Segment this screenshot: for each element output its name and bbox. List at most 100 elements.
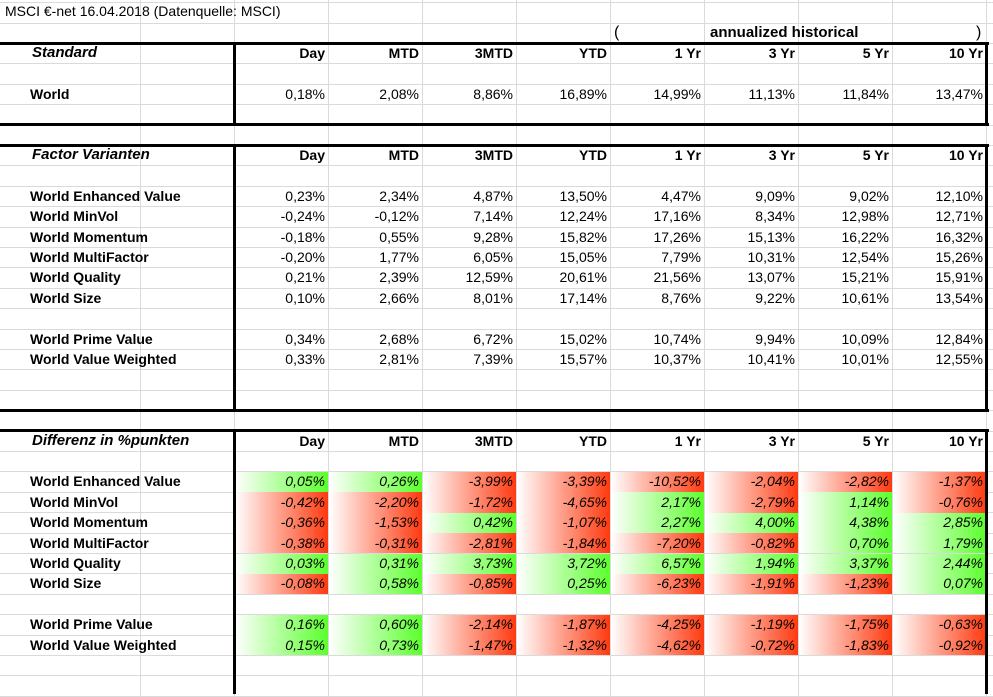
grid-cell[interactable] (140, 573, 235, 595)
grid-cell[interactable] (0, 491, 141, 514)
grid-cell[interactable] (328, 593, 423, 616)
grid-cell[interactable] (422, 349, 517, 371)
grid-cell[interactable] (610, 0, 705, 4)
grid-cell[interactable] (610, 206, 705, 228)
grid-cell[interactable] (610, 593, 705, 616)
value-cell[interactable]: 15,13% (747, 228, 795, 245)
value-cell[interactable]: 0,55% (379, 228, 419, 245)
value-cell[interactable]: 0,26% (379, 473, 419, 490)
grid-cell[interactable] (0, 634, 141, 656)
value-cell[interactable]: 13,47% (935, 85, 983, 102)
grid-cell[interactable] (0, 287, 141, 310)
grid-cell[interactable] (422, 2, 517, 24)
value-cell[interactable]: 13,50% (559, 187, 607, 204)
grid-cell[interactable] (328, 63, 423, 85)
grid-cell[interactable] (0, 451, 141, 473)
grid-cell[interactable] (986, 0, 993, 4)
value-cell[interactable]: 2,81% (379, 351, 419, 367)
grid-cell[interactable] (234, 267, 329, 289)
value-cell[interactable]: 2,66% (379, 289, 419, 306)
grid-cell[interactable] (0, 675, 141, 697)
value-cell[interactable]: 8,34% (755, 208, 795, 225)
grid-cell[interactable] (0, 2, 141, 24)
grid-cell[interactable] (610, 675, 705, 697)
grid-cell[interactable] (986, 635, 993, 656)
grid-cell[interactable] (234, 369, 329, 391)
value-cell[interactable]: 0,25% (567, 575, 607, 592)
grid-cell[interactable] (328, 247, 423, 269)
value-cell[interactable]: -10,52% (648, 473, 701, 490)
grid-cell[interactable] (986, 247, 993, 269)
value-cell[interactable]: -7,20% (656, 534, 701, 551)
value-cell[interactable]: 2,34% (379, 187, 419, 204)
grid-cell[interactable] (140, 553, 235, 575)
grid-cell[interactable] (422, 308, 517, 330)
value-cell[interactable]: 9,94% (755, 330, 795, 347)
value-cell[interactable]: 0,31% (379, 555, 419, 571)
grid-cell[interactable] (422, 267, 517, 289)
grid-cell[interactable] (140, 328, 235, 350)
value-cell[interactable]: -2,14% (468, 616, 513, 633)
grid-cell[interactable] (234, 83, 329, 106)
grid-cell[interactable] (328, 185, 423, 208)
value-cell[interactable]: 0,07% (943, 575, 983, 592)
grid-cell[interactable] (140, 491, 235, 514)
grid-cell[interactable] (892, 593, 987, 616)
value-cell[interactable]: 16,32% (935, 228, 983, 245)
grid-cell[interactable] (986, 390, 993, 412)
value-cell[interactable]: 16,89% (559, 85, 607, 102)
value-cell[interactable]: 2,44% (943, 555, 983, 571)
grid-cell[interactable] (516, 349, 611, 371)
value-cell[interactable]: 0,70% (849, 534, 889, 551)
grid-cell[interactable] (422, 369, 517, 391)
grid-cell[interactable] (234, 287, 329, 310)
grid-cell[interactable] (798, 165, 893, 187)
grid-cell[interactable] (892, 655, 987, 677)
grid-cell[interactable] (986, 533, 993, 554)
grid-cell[interactable] (328, 145, 423, 167)
value-cell[interactable]: 9,09% (755, 187, 795, 204)
value-cell[interactable]: 10,61% (841, 289, 889, 306)
value-cell[interactable]: 10,31% (747, 249, 795, 265)
value-cell[interactable]: -0,63% (938, 616, 983, 633)
grid-cell[interactable] (516, 593, 611, 616)
value-cell[interactable]: -1,37% (938, 473, 983, 490)
value-cell[interactable]: 6,72% (473, 330, 513, 347)
grid-cell[interactable] (328, 83, 423, 106)
value-cell[interactable]: 8,76% (661, 289, 701, 306)
grid-cell[interactable] (704, 430, 799, 452)
grid-cell[interactable] (328, 308, 423, 330)
value-cell[interactable]: 0,73% (379, 636, 419, 653)
grid-cell[interactable] (140, 655, 235, 677)
value-cell[interactable]: 13,07% (747, 269, 795, 286)
value-cell[interactable]: 12,24% (559, 208, 607, 225)
grid-cell[interactable] (234, 206, 329, 228)
grid-cell[interactable] (140, 369, 235, 391)
grid-cell[interactable] (892, 451, 987, 473)
grid-cell[interactable] (798, 247, 893, 269)
value-cell[interactable]: -3,99% (468, 473, 513, 490)
value-cell[interactable]: 2,85% (943, 514, 983, 531)
grid-cell[interactable] (140, 206, 235, 228)
grid-cell[interactable] (422, 83, 517, 106)
grid-cell[interactable] (422, 593, 517, 616)
value-cell[interactable]: 1,14% (849, 493, 889, 510)
grid-cell[interactable] (516, 655, 611, 677)
value-cell[interactable]: -1,19% (750, 616, 795, 633)
value-cell[interactable]: 12,84% (935, 330, 983, 347)
grid-cell[interactable] (0, 614, 141, 636)
grid-cell[interactable] (986, 431, 993, 452)
value-cell[interactable]: -2,20% (374, 493, 419, 510)
value-cell[interactable]: -2,82% (844, 473, 889, 490)
grid-cell[interactable] (0, 349, 141, 371)
grid-cell[interactable] (986, 471, 993, 493)
grid-cell[interactable] (986, 288, 993, 310)
value-cell[interactable]: -1,84% (562, 534, 607, 551)
grid-cell[interactable] (986, 43, 993, 65)
grid-cell[interactable] (986, 165, 993, 187)
value-cell[interactable]: -2,79% (750, 493, 795, 510)
grid-cell[interactable] (140, 675, 235, 697)
grid-cell[interactable] (986, 206, 993, 228)
value-cell[interactable]: -0,12% (374, 208, 419, 225)
grid-cell[interactable] (610, 63, 705, 85)
